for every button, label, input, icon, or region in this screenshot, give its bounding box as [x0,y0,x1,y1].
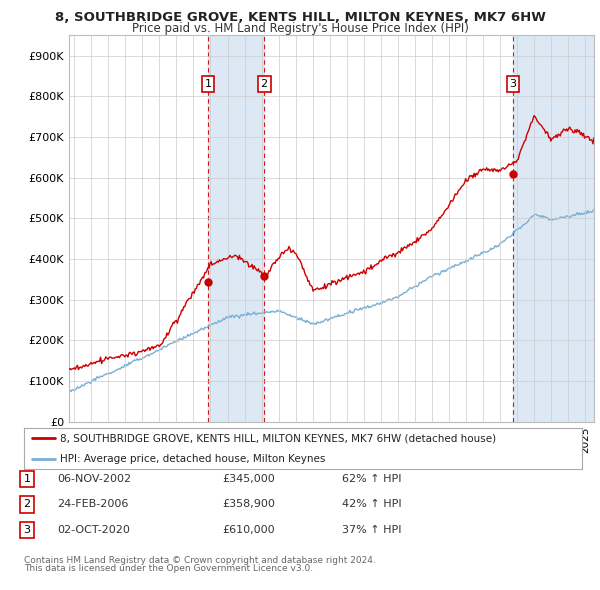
Text: 3: 3 [23,525,31,535]
Text: 3: 3 [509,79,517,89]
Text: 02-OCT-2020: 02-OCT-2020 [57,525,130,535]
Text: £345,000: £345,000 [222,474,275,484]
Text: 2: 2 [23,500,31,509]
Text: 42% ↑ HPI: 42% ↑ HPI [342,500,401,509]
Text: 1: 1 [23,474,31,484]
Text: 24-FEB-2006: 24-FEB-2006 [57,500,128,509]
Text: 37% ↑ HPI: 37% ↑ HPI [342,525,401,535]
Bar [513,35,594,422]
Text: HPI: Average price, detached house, Milton Keynes: HPI: Average price, detached house, Milt… [60,454,326,464]
Text: 2: 2 [260,79,268,89]
Text: Contains HM Land Registry data © Crown copyright and database right 2024.: Contains HM Land Registry data © Crown c… [24,556,376,565]
Text: 1: 1 [205,79,211,89]
Text: £358,900: £358,900 [222,500,275,509]
Text: 06-NOV-2002: 06-NOV-2002 [57,474,131,484]
Text: This data is licensed under the Open Government Licence v3.0.: This data is licensed under the Open Gov… [24,565,313,573]
Text: Price paid vs. HM Land Registry's House Price Index (HPI): Price paid vs. HM Land Registry's House … [131,22,469,35]
Text: £610,000: £610,000 [222,525,275,535]
Text: 62% ↑ HPI: 62% ↑ HPI [342,474,401,484]
Bar [208,35,264,422]
Text: 8, SOUTHBRIDGE GROVE, KENTS HILL, MILTON KEYNES, MK7 6HW (detached house): 8, SOUTHBRIDGE GROVE, KENTS HILL, MILTON… [60,433,496,443]
Text: 8, SOUTHBRIDGE GROVE, KENTS HILL, MILTON KEYNES, MK7 6HW: 8, SOUTHBRIDGE GROVE, KENTS HILL, MILTON… [55,11,545,24]
